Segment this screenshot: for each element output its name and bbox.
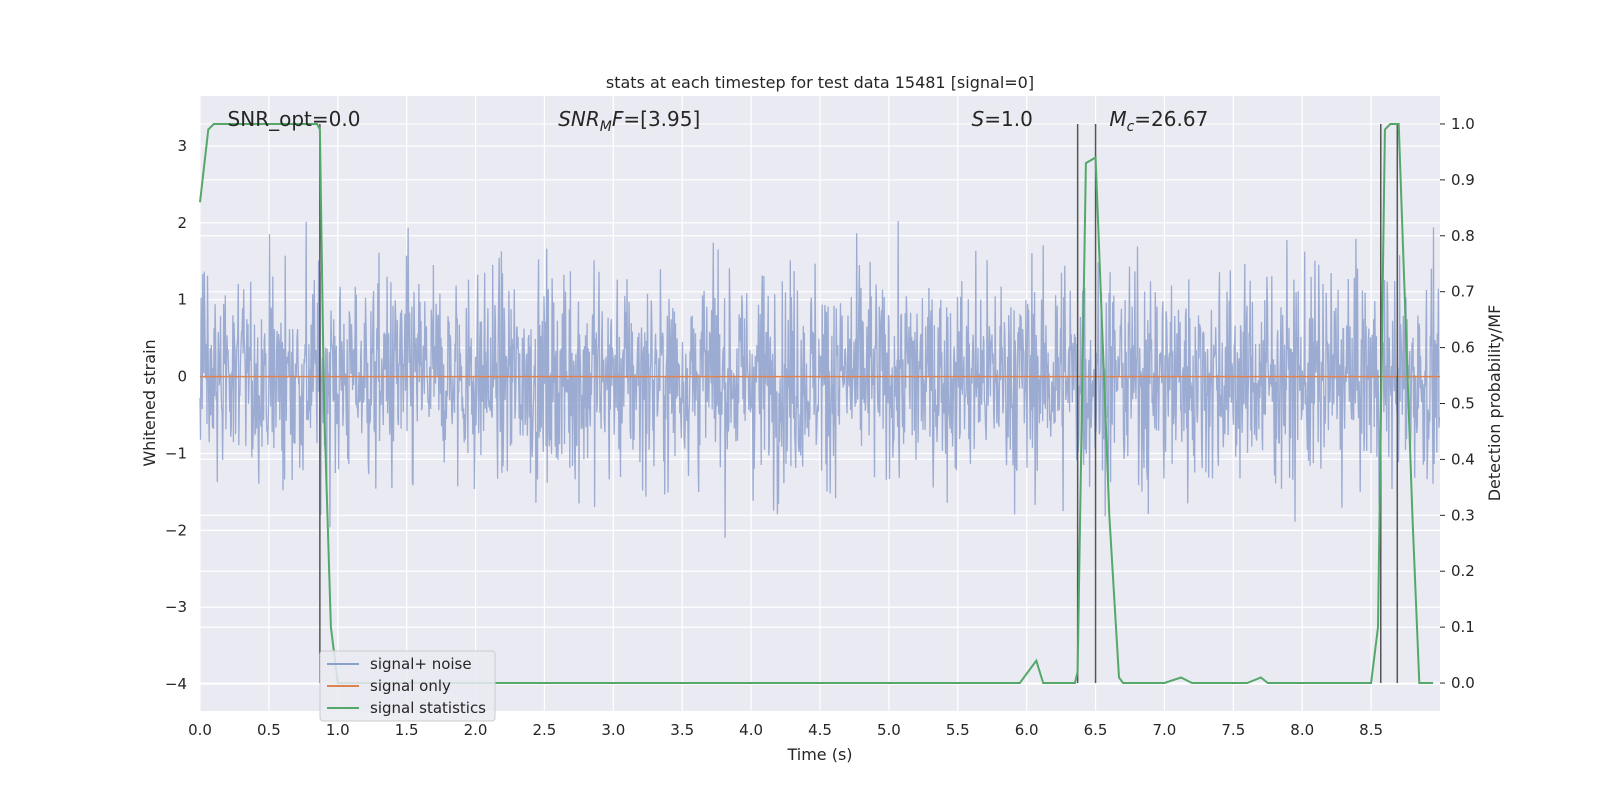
y-right-tick-label: 0.4 [1451,450,1475,468]
y-axis-label-right: Detection probability/MF [1485,305,1504,502]
legend-label-signal-noise: signal+ noise [370,655,472,673]
x-tick-label: 3.5 [670,721,694,739]
annotation-s: S=1.0 [972,107,1033,131]
annotation-snr-mf: SNRMF=[3.95] [558,107,700,135]
x-tick-label: 5.5 [946,721,970,739]
chart-title: stats at each timestep for test data 154… [606,73,1034,92]
y-right-tick-label: 0.2 [1451,562,1475,580]
annotation-mc: Mc=26.67 [1109,107,1208,135]
y-right-tick-label: 0.3 [1451,506,1475,524]
x-tick-labels: 0.0 0.5 1.0 1.5 2.0 2.5 3.0 3.5 4.0 4.5 5.0 5.5 6.0 6… [188,721,1383,739]
x-tick-label: 8.5 [1359,721,1383,739]
annotation-snr-opt: SNR_opt=0.0 [228,107,361,131]
y-left-tick-label: −1 [165,444,187,462]
annotations: SNR_opt=0.0 SNRMF=[3.95] S=1.0 Mc=26.67 [228,107,1209,135]
y-right-tick-label: 0.1 [1451,618,1475,636]
y-right-tick-label: 0.5 [1451,395,1475,413]
x-tick-label: 2.5 [533,721,557,739]
x-tick-label: 7.0 [1153,721,1177,739]
signal-statistics-series [199,123,1434,684]
x-tick-label: 4.5 [808,721,832,739]
x-tick-label: 3.0 [601,721,625,739]
y-left-tick-label: 3 [177,137,187,155]
signal-noise-series [199,221,1441,538]
x-tick-label: 5.0 [877,721,901,739]
x-tick-label: 4.0 [739,721,763,739]
x-tick-label: 0.5 [257,721,281,739]
x-axis-label: Time (s) [786,745,852,764]
y-right-tick-label: 0.8 [1451,227,1475,245]
y-right-tick-label: 0.7 [1451,283,1475,301]
x-tick-label: 1.5 [395,721,419,739]
y-right-tick-label: 1.0 [1451,115,1475,133]
y-right-tick-label: 0.0 [1451,674,1475,692]
y-left-tick-label: 1 [177,291,187,309]
y-left-tick-label: −4 [165,675,187,693]
y-right-tick-labels: 1.0 0.9 0.8 0.7 0.6 0.5 0.4 0.3 0.2 0.1 0.0 [1440,115,1475,692]
x-tick-label: 0.0 [188,721,212,739]
signal-noise-line [199,221,1441,538]
y-axis-label-left: Whitened strain [140,339,159,466]
x-tick-label: 6.5 [1084,721,1108,739]
y-left-tick-label: −3 [165,598,187,616]
x-tick-label: 1.0 [326,721,350,739]
x-tick-label: 2.0 [464,721,488,739]
y-right-tick-label: 0.9 [1451,171,1475,189]
y-left-tick-labels: 3 2 1 0 −1 −2 −3 −4 [165,137,187,693]
x-tick-label: 7.5 [1221,721,1245,739]
y-left-tick-label: −2 [165,521,187,539]
legend-label-signal-only: signal only [370,677,451,695]
legend: signal+ noise signal only signal statist… [319,650,496,722]
y-left-tick-label: 2 [177,214,187,232]
signal-statistics-line [199,123,1434,684]
x-tick-label: 8.0 [1290,721,1314,739]
x-tick-label: 6.0 [1015,721,1039,739]
y-right-tick-label: 0.6 [1451,339,1475,357]
legend-box [319,650,496,722]
y-left-tick-label: 0 [177,368,187,386]
legend-label-signal-statistics: signal statistics [370,699,486,717]
